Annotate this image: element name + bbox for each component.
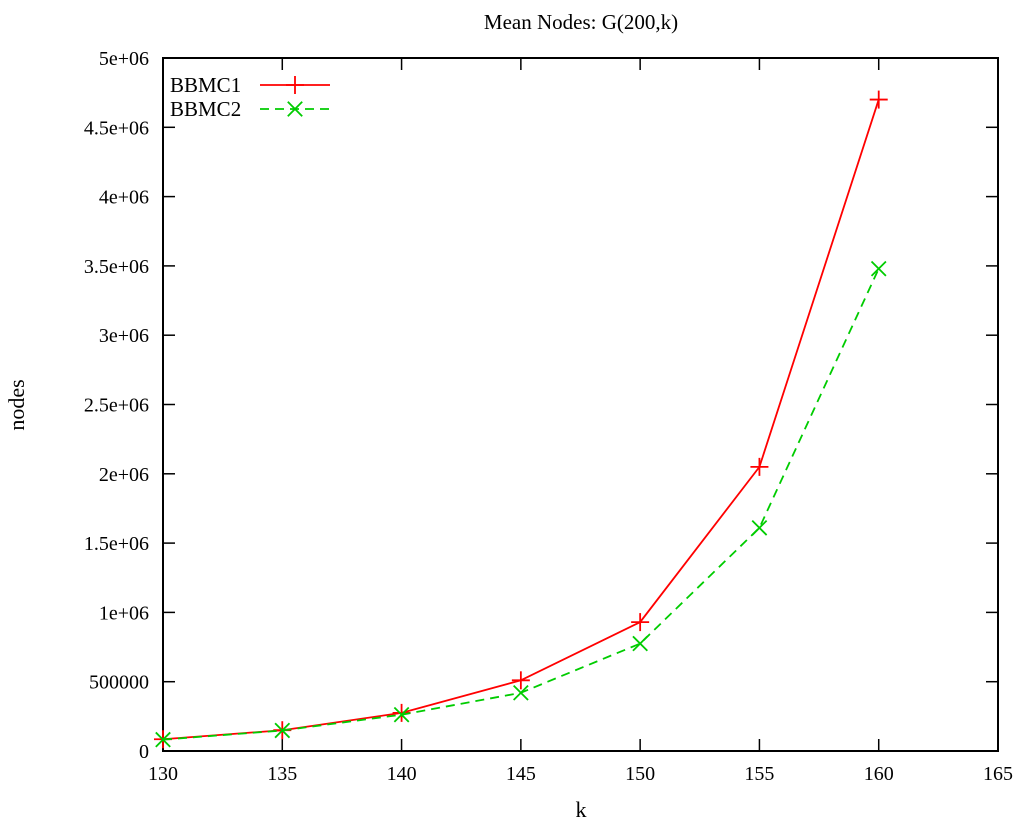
series-2-point: [274, 722, 291, 739]
series-1-point: [631, 613, 650, 632]
series-1-point: [511, 671, 530, 690]
plot-area: [162, 57, 999, 752]
series-2-point-b: [632, 635, 648, 652]
x-tick-label: 145: [506, 763, 536, 785]
series-2-point-b: [274, 722, 291, 739]
legend-marker-2-b: [287, 101, 303, 117]
y-tick-label: 1.5e+06: [84, 533, 149, 555]
y-tick-label: 4e+06: [99, 187, 149, 209]
x-tick-label: 130: [148, 763, 178, 785]
y-tick-label: 2.5e+06: [84, 395, 149, 417]
y-tick-label: 500000: [89, 672, 149, 694]
x-tick-label: 135: [267, 763, 297, 785]
series-2-point: [632, 635, 648, 652]
series-2-point: [393, 706, 410, 723]
series-2-point-b: [870, 260, 887, 277]
y-tick-label: 2e+06: [99, 464, 149, 486]
x-tick-label: 140: [387, 763, 417, 785]
series-layer: [154, 90, 888, 749]
axis-ticks: [162, 57, 999, 752]
y-tick-label: 3e+06: [99, 325, 149, 347]
series-line-2: [162, 268, 880, 741]
tick-labels: 130 135 140 145 150 155 160 165 0 500000 1e+06 1.5e…: [84, 48, 1013, 785]
series-line-1: [162, 99, 880, 741]
series-2-point: [155, 731, 171, 748]
x-axis-label: k: [576, 797, 587, 822]
plot-border: [162, 57, 999, 752]
series-2-point: [513, 684, 529, 701]
y-tick-label: 3.5e+06: [84, 256, 149, 278]
x-tick-label: 155: [744, 763, 774, 785]
chart-title: Mean Nodes: G(200,k): [484, 10, 678, 34]
y-tick-label: 4.5e+06: [84, 117, 149, 139]
x-tick-label: 160: [864, 763, 894, 785]
y-tick-label: 1e+06: [99, 602, 149, 624]
x-tick-label: 150: [625, 763, 655, 785]
x-tick-label: 165: [983, 763, 1013, 785]
series-1-point: [750, 457, 769, 476]
series-2-point-b: [155, 731, 171, 748]
y-axis-label: nodes: [4, 379, 29, 430]
series-2-point: [870, 260, 887, 277]
y-tick-label: 5e+06: [99, 48, 149, 70]
series-2-point: [751, 520, 768, 536]
series-2-point-b: [393, 706, 410, 723]
y-tick-label: 0: [139, 741, 149, 763]
series-2-point-b: [751, 520, 768, 536]
legend-marker-1: [286, 76, 304, 94]
legend-label-1: BBMC1: [170, 73, 241, 97]
legend-label-2: BBMC2: [170, 97, 241, 121]
series-1-point: [869, 90, 888, 109]
legend-marker-2: [287, 101, 303, 117]
series-2-point-b: [513, 684, 529, 701]
